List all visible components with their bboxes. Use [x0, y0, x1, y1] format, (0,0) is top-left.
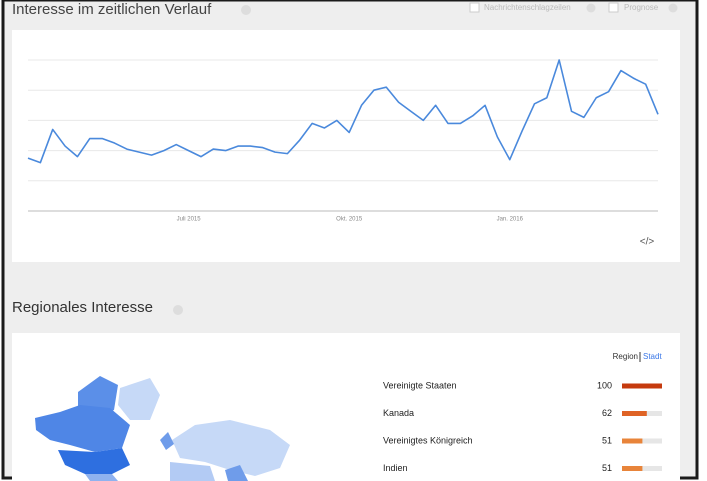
x-tick-label: Okt. 2015	[336, 217, 363, 223]
map-region	[35, 405, 130, 452]
map-region	[160, 432, 174, 450]
region-name: Kanada	[383, 408, 414, 418]
option-label: Nachrichtenschlagzeilen	[484, 3, 571, 12]
map-region	[225, 465, 248, 481]
help-icon[interactable]	[173, 305, 183, 315]
embed-icon[interactable]: </>	[640, 237, 655, 248]
section-title: Regionales Interesse	[12, 299, 153, 316]
chart-card	[12, 30, 680, 262]
region-table: Vereinigte Staaten 100 Kanada 62 Vereinigtes…	[383, 380, 662, 473]
help-icon[interactable]	[586, 3, 596, 13]
map-region	[118, 378, 160, 420]
region-value: 51	[602, 435, 612, 445]
bar	[622, 383, 662, 389]
map-region	[172, 420, 290, 476]
region-name: Vereinigtes Königreich	[383, 435, 473, 445]
trend-line	[27, 59, 659, 164]
region-name: Vereinigte Staaten	[383, 380, 457, 390]
toggle-city[interactable]: Stadt	[643, 352, 662, 361]
option-label: Prognose	[624, 3, 659, 12]
bar	[622, 438, 643, 444]
bar	[622, 466, 643, 471]
map-region	[170, 462, 215, 481]
checkbox[interactable]	[608, 2, 619, 13]
region-value: 51	[602, 463, 612, 473]
world-map	[35, 376, 290, 481]
toggle-region[interactable]: Region	[613, 352, 638, 361]
x-tick-label: Juli 2015	[177, 217, 202, 223]
region-name: Indien	[383, 463, 408, 473]
checkbox[interactable]	[469, 2, 480, 13]
region-value: 62	[602, 408, 612, 418]
x-tick-label: Jan. 2016	[497, 217, 524, 223]
help-icon[interactable]	[241, 5, 251, 15]
chart: Juli 2015 Okt. 2015 Jan. 2016	[27, 59, 659, 223]
help-icon[interactable]	[668, 3, 678, 13]
section-title: Interesse im zeitlichen Verlauf	[12, 1, 212, 18]
region-value: 100	[597, 380, 612, 390]
map-region	[58, 448, 130, 474]
bar	[622, 411, 647, 416]
map-region	[85, 474, 118, 481]
